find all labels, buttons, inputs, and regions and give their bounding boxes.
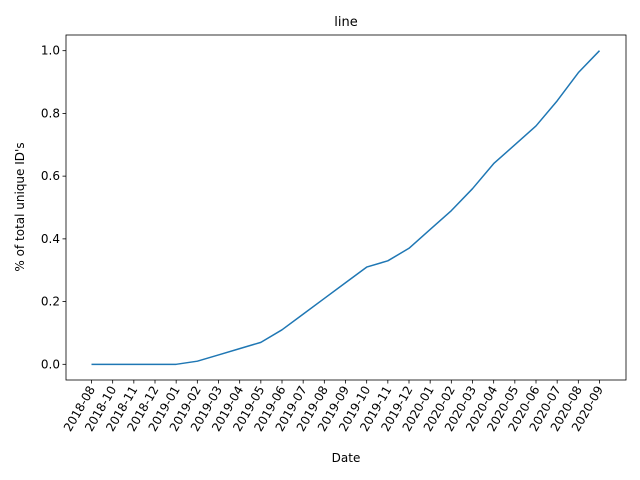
y-tick-label: 0.8: [41, 106, 60, 120]
plot-area: [65, 34, 627, 381]
y-tick-label: 0.2: [41, 295, 60, 309]
series-line: [91, 50, 601, 366]
y-axis: 0.0 0.2 0.4 0.6 0.8 1.0: [41, 44, 66, 371]
y-tick-label: 1.0: [41, 44, 60, 58]
y-tick-label: 0.6: [41, 169, 60, 183]
y-tick-label: 0.4: [41, 232, 60, 246]
y-tick-label: 0.0: [41, 357, 60, 371]
x-axis: 2018-082018-102018-112018-122019-012019-…: [61, 380, 606, 434]
y-axis-label: % of total unique ID's: [13, 142, 27, 271]
x-axis-label: Date: [332, 451, 361, 465]
series-group: [91, 50, 601, 366]
chart-title: line: [334, 15, 357, 30]
